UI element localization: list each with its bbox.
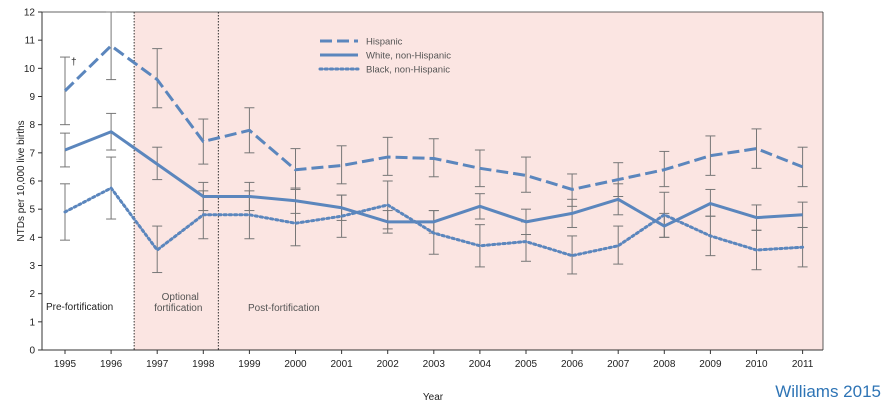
y-tick-label: 8 xyxy=(29,120,35,131)
y-tick-label: 3 xyxy=(29,261,35,272)
x-tick-label: 2006 xyxy=(561,359,584,370)
y-tick-label: 12 xyxy=(24,8,36,19)
x-tick-label: 2010 xyxy=(745,359,768,370)
x-tick-label: 2005 xyxy=(515,359,538,370)
x-tick-label: 2001 xyxy=(330,359,353,370)
y-tick-label: 7 xyxy=(29,148,35,159)
y-tick-label: 0 xyxy=(29,346,35,357)
period-label-post: Post-fortification xyxy=(248,303,320,314)
x-tick-label: 2007 xyxy=(607,359,630,370)
x-tick-label: 2008 xyxy=(653,359,676,370)
x-axis-title: Year xyxy=(423,392,444,403)
x-tick-label: 1999 xyxy=(238,359,261,370)
legend-label: Hispanic xyxy=(366,37,403,48)
source-credit: Williams 2015 xyxy=(775,382,881,401)
x-tick-label: 2011 xyxy=(792,359,814,370)
x-tick-label: 1997 xyxy=(146,359,169,370)
y-tick-label: 5 xyxy=(29,205,35,216)
annotation-dagger: † xyxy=(71,57,77,68)
period-label-optional: fortification xyxy=(154,303,202,314)
y-tick-label: 11 xyxy=(25,36,36,47)
legend-label: Black, non-Hispanic xyxy=(366,65,450,76)
y-tick-label: 10 xyxy=(24,64,36,75)
y-axis-title: NTDs per 10,000 live births xyxy=(16,120,27,241)
x-tick-label: 2002 xyxy=(377,359,400,370)
x-tick-label: 2003 xyxy=(423,359,446,370)
x-tick-label: 2009 xyxy=(699,359,722,370)
x-tick-label: 1998 xyxy=(192,359,215,370)
fortification-shading xyxy=(134,12,823,350)
period-label-optional: Optional xyxy=(162,292,199,303)
y-tick-label: 6 xyxy=(29,177,35,188)
x-tick-label: 2004 xyxy=(469,359,492,370)
x-tick-label: 1996 xyxy=(100,359,123,370)
period-label-pre: Pre-fortification xyxy=(46,302,113,313)
x-tick-label: 2000 xyxy=(284,359,307,370)
y-tick-label: 4 xyxy=(29,233,35,244)
y-tick-label: 2 xyxy=(29,289,35,300)
x-tick-label: 1995 xyxy=(54,359,77,370)
y-tick-label: 9 xyxy=(29,92,35,103)
legend-label: White, non-Hispanic xyxy=(366,51,451,62)
y-tick-label: 1 xyxy=(29,317,35,328)
